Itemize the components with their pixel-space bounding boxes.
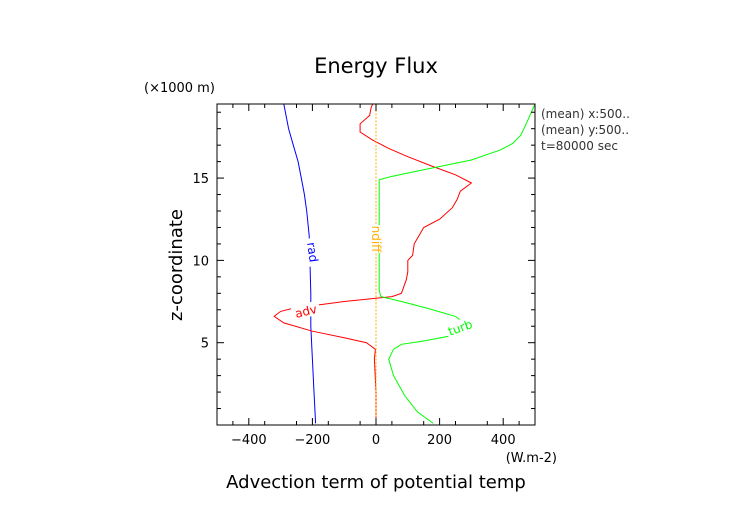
- x-tick-label: 0: [372, 433, 380, 448]
- info-line: (mean) y:500..: [541, 123, 629, 137]
- y-tick-label: 10: [192, 254, 209, 269]
- y-axis-label: z-coordinate: [166, 209, 187, 321]
- x-tick-label: 200: [427, 433, 452, 448]
- y-unit-label: (×1000 m): [144, 81, 215, 96]
- chart-title: Energy Flux: [314, 54, 438, 78]
- series-line-adv: [273, 103, 473, 424]
- info-line: t=80000 sec: [541, 139, 618, 153]
- x-axis-label: Advection term of potential temp: [226, 472, 526, 493]
- curves-layer: rad adv turb ndiff: [273, 103, 536, 424]
- x-tick-label: −200: [295, 433, 331, 448]
- y-tick-label: 15: [192, 172, 209, 187]
- series-label-bg: [444, 315, 476, 339]
- series-label-text: rad: [304, 241, 321, 263]
- x-tick-label: 400: [491, 433, 516, 448]
- info-line: (mean) x:500..: [541, 107, 630, 121]
- series-label-text: turb: [446, 317, 474, 339]
- series-label-bg: [370, 225, 384, 253]
- series-label-adv: adv: [290, 300, 322, 321]
- series-label-bg: [304, 237, 323, 267]
- axes-layer: −400 −200 0 200 400 5 10 15: [192, 103, 536, 448]
- series-label-bg: [290, 300, 322, 321]
- series-label-turb: turb: [444, 315, 476, 339]
- series-label-ndiff: ndiff: [369, 225, 384, 253]
- series-line-turb: [378, 103, 536, 424]
- series-label-text: adv: [294, 302, 319, 321]
- series-label-text: ndiff: [369, 226, 383, 254]
- x-unit-label: (W.m-2): [506, 451, 557, 466]
- series-label-rad: rad: [304, 237, 323, 267]
- info-box: (mean) x:500.. (mean) y:500.. t=80000 sec: [541, 107, 630, 153]
- series-line-rad: [283, 103, 317, 424]
- y-tick-label: 5: [201, 337, 209, 352]
- x-tick-label: −400: [231, 433, 267, 448]
